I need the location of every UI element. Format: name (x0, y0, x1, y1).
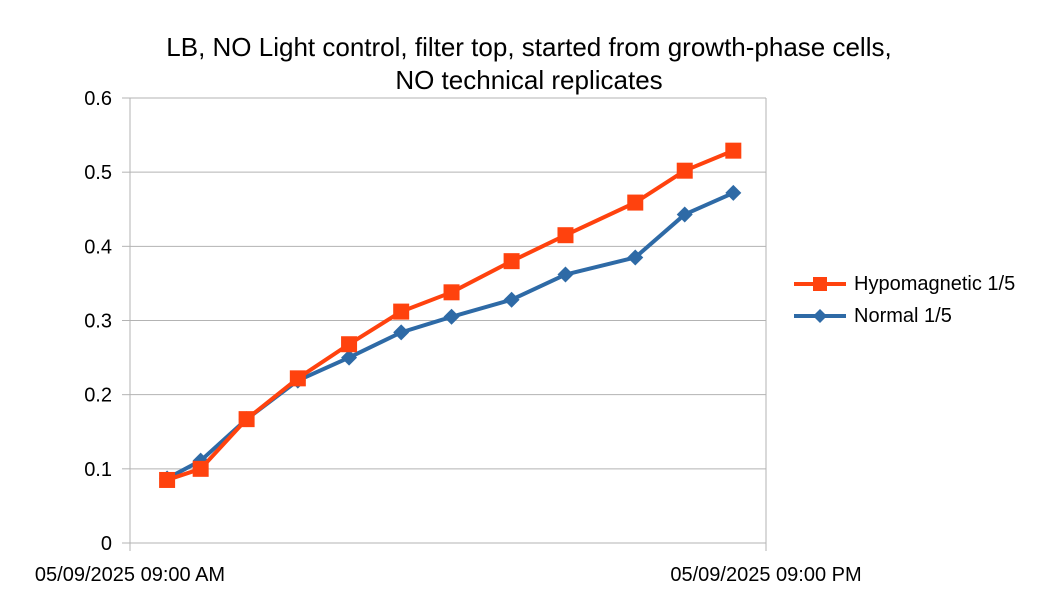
legend-item-hypomagnetic: Hypomagnetic 1/5 (792, 268, 1015, 300)
data-point-s1-4 (341, 349, 358, 366)
data-point-s0-10 (676, 162, 693, 179)
data-point-s1-5 (393, 324, 410, 341)
data-point-s0-4 (341, 336, 358, 353)
data-point-s0-5 (393, 303, 410, 320)
data-point-s1-7 (503, 291, 520, 308)
data-point-s0-6 (443, 284, 460, 301)
data-point-s0-2 (238, 411, 255, 428)
data-point-s1-8 (557, 266, 574, 283)
y-tick-label-3: 0.3 (84, 311, 112, 333)
data-point-s0-11 (725, 142, 742, 159)
data-point-s0-3 (289, 370, 306, 387)
y-tick-label-2: 0.2 (84, 385, 112, 407)
data-point-s0-1 (192, 460, 209, 477)
chart-title-line-1: LB, NO Light control, filter top, starte… (166, 32, 892, 62)
data-point-s0-0 (159, 471, 176, 488)
legend-item-normal: Normal 1/5 (792, 300, 1015, 332)
y-tick-label-1: 0.1 (84, 459, 112, 481)
x-tick-label-0: 05/09/2025 09:00 AM (35, 564, 225, 586)
series-line-1 (166, 191, 735, 481)
data-point-s0-8 (557, 227, 574, 244)
data-point-s0-9 (627, 194, 644, 211)
data-point-s1-11 (725, 184, 742, 201)
y-tick-label-0: 0 (101, 533, 112, 555)
y-tick-label-5: 0.5 (84, 162, 112, 184)
legend-swatch-hypomagnetic (794, 277, 846, 291)
data-point-s1-9 (627, 249, 644, 266)
chart-title-line-2: NO technical replicates (395, 65, 663, 95)
legend-label-hypomagnetic: Hypomagnetic 1/5 (854, 272, 1016, 295)
y-tick-label-4: 0.4 (84, 236, 112, 258)
data-point-s1-10 (676, 206, 693, 223)
data-point-s0-7 (503, 253, 520, 270)
data-point-s1-6 (443, 308, 460, 325)
y-tick-label-6: 0.6 (84, 88, 112, 110)
x-tick-label-1: 05/09/2025 09:00 PM (670, 564, 861, 586)
legend: Hypomagnetic 1/5 Normal 1/5 (792, 268, 1015, 332)
legend-swatch-normal (794, 309, 846, 323)
series-line-0 (166, 148, 735, 482)
legend-label-normal: Normal 1/5 (854, 304, 952, 327)
